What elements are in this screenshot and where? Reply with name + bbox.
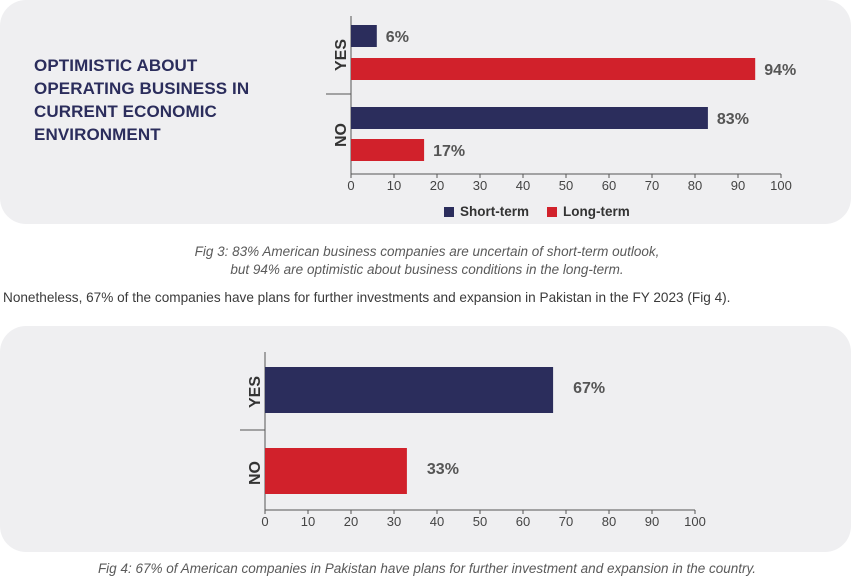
fig3-bar-yes-long-term bbox=[351, 58, 756, 80]
fig3-x-tick-label: 0 bbox=[347, 178, 354, 193]
fig4-x-tick-label: 60 bbox=[516, 514, 530, 529]
fig4-x-tick-label: 100 bbox=[684, 514, 706, 529]
fig4-category-label-no: NO bbox=[247, 461, 264, 485]
body-paragraph: Nonetheless, 67% of the companies have p… bbox=[3, 290, 731, 305]
fig4-bar-yes bbox=[265, 367, 554, 413]
fig4-category-label-yes: YES bbox=[247, 376, 264, 408]
fig4-x-tick-label: 80 bbox=[602, 514, 616, 529]
fig3-x-tick-label: 100 bbox=[770, 178, 792, 193]
fig3-data-label: 83% bbox=[717, 111, 749, 128]
fig3-bar-no-short-term bbox=[351, 107, 708, 129]
fig3-x-tick-label: 30 bbox=[473, 178, 487, 193]
fig3-x-tick-label: 10 bbox=[387, 178, 401, 193]
fig3-bar-no-long-term bbox=[351, 139, 425, 161]
fig4-caption: Fig 4: 67% of American companies in Paki… bbox=[97, 561, 757, 576]
fig4-data-label: 33% bbox=[427, 461, 459, 478]
fig4-panel bbox=[0, 326, 851, 552]
fig3-caption-line2: but 94% are optimistic about business co… bbox=[230, 262, 624, 277]
fig3-bar-yes-short-term bbox=[351, 25, 377, 47]
legend-swatch-long-term bbox=[547, 206, 558, 217]
fig3-x-tick-label: 40 bbox=[516, 178, 530, 193]
fig4-x-tick-label: 50 bbox=[473, 514, 487, 529]
fig3-category-label-yes: YES bbox=[333, 39, 350, 71]
fig3-chart: 0 10 20 30 40 50 60 70 80 90 100 YES 6% 94% NO 83% 17% bbox=[326, 16, 796, 193]
fig4-x-tick-label: 10 bbox=[301, 514, 315, 529]
fig4-x-tick-label: 90 bbox=[645, 514, 659, 529]
fig4-x-tick-label: 70 bbox=[559, 514, 573, 529]
fig4-x-tick-label: 20 bbox=[344, 514, 358, 529]
fig4-data-label: 67% bbox=[573, 380, 605, 397]
fig3-x-tick-label: 20 bbox=[430, 178, 444, 193]
fig4-x-tick-label: 40 bbox=[430, 514, 444, 529]
fig4-x-tick-label: 0 bbox=[261, 514, 268, 529]
fig4-chart: 0 10 20 30 40 50 60 70 80 90 100 YES 67% NO 33% bbox=[240, 352, 706, 529]
fig3-x-tick-label: 80 bbox=[688, 178, 702, 193]
legend-swatch-short-term bbox=[444, 206, 454, 217]
legend-item-short-term: Short-term bbox=[444, 204, 529, 219]
fig3-legend: Short-term Long-term bbox=[444, 204, 630, 219]
fig3-x-tick-label: 90 bbox=[731, 178, 745, 193]
legend-item-long-term: Long-term bbox=[547, 204, 630, 219]
fig3-data-label: 94% bbox=[764, 62, 796, 79]
legend-label-long-term: Long-term bbox=[563, 204, 630, 219]
fig3-caption-line1: Fig 3: 83% American business companies a… bbox=[194, 244, 660, 259]
fig4-x-tick-label: 30 bbox=[387, 514, 401, 529]
legend-label-short-term: Short-term bbox=[460, 204, 530, 219]
fig3-x-tick-label: 60 bbox=[602, 178, 616, 193]
fig3-data-label: 17% bbox=[433, 143, 465, 160]
fig3-title: OPTIMISTIC ABOUT OPERATING BUSINESS IN C… bbox=[34, 56, 250, 144]
fig4-bar-no bbox=[265, 448, 407, 494]
fig3-category-label-no: NO bbox=[333, 123, 350, 147]
fig3-caption: Fig 3: 83% American business companies a… bbox=[0, 243, 854, 279]
fig3-data-label: 6% bbox=[386, 29, 409, 46]
fig3-x-tick-label: 70 bbox=[645, 178, 659, 193]
fig3-x-tick-label: 50 bbox=[559, 178, 573, 193]
